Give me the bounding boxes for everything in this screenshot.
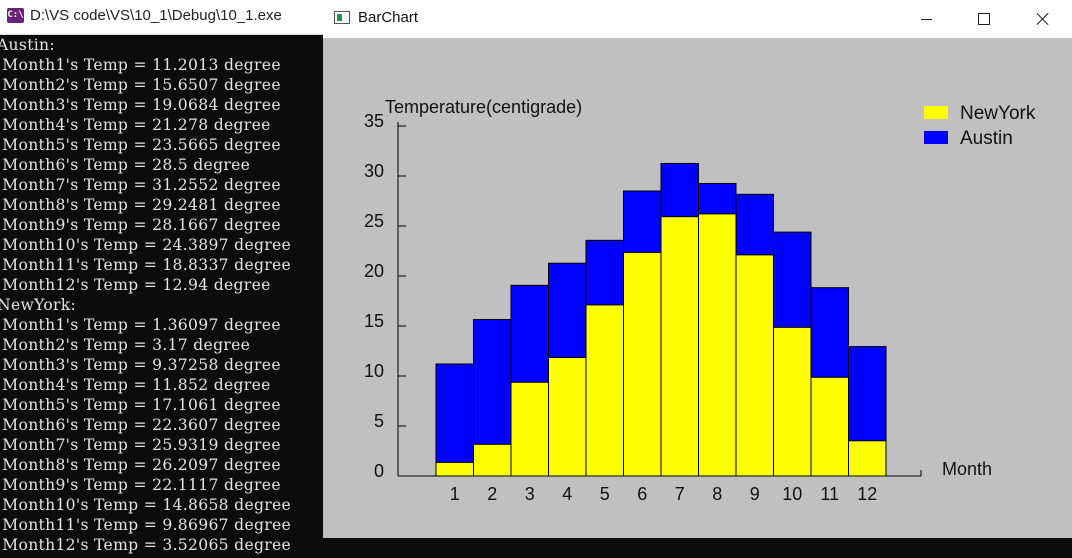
- x-tick-label: 10: [782, 484, 802, 504]
- bar-newyork-9: [735, 254, 774, 477]
- console-line: Month7's Temp = 31.2552 degree: [0, 176, 281, 194]
- console-output: Austin: Month1's Temp = 11.2013 degree M…: [0, 35, 291, 555]
- console-line: Month1's Temp = 11.2013 degree: [0, 56, 281, 74]
- x-tick-label: 4: [562, 484, 572, 504]
- console-titlebar[interactable]: C:\ D:\VS code\VS\10_1\Debug\10_1.exe: [0, 0, 323, 35]
- console-line: Month10's Temp = 24.3897 degree: [0, 236, 292, 254]
- x-tick-label: 5: [600, 484, 610, 504]
- console-line: Month11's Temp = 9.86967 degree: [0, 516, 292, 534]
- bar-newyork-1: [435, 461, 474, 477]
- bar-newyork-3: [510, 381, 549, 477]
- legend-swatch-austin: [924, 131, 948, 144]
- y-tick-label: 25: [364, 211, 384, 231]
- console-line: Month2's Temp = 15.6507 degree: [0, 76, 281, 94]
- x-tick-label: 11: [820, 484, 839, 504]
- close-icon: [1036, 12, 1050, 26]
- bar-newyork-2: [473, 443, 512, 477]
- x-tick-label: 9: [750, 484, 760, 504]
- console-line: Month6's Temp = 22.3607 degree: [0, 416, 281, 434]
- console-line: Month5's Temp = 23.5665 degree: [0, 136, 281, 154]
- bar-austin-1: [435, 363, 474, 477]
- bar-newyork-6: [623, 251, 662, 477]
- bar-newyork-11: [810, 376, 849, 477]
- console-line: Month11's Temp = 18.8337 degree: [0, 256, 292, 274]
- window-title: BarChart: [358, 9, 419, 26]
- y-tick-label: 15: [364, 311, 384, 331]
- y-tick-label: 0: [374, 461, 384, 481]
- x-tick-label: 1: [450, 484, 460, 504]
- maximize-button[interactable]: [955, 0, 1013, 38]
- y-tick-label: 35: [364, 111, 384, 131]
- bar-newyork-4: [548, 356, 587, 477]
- x-tick-label: 2: [487, 484, 497, 504]
- console-line: Month12's Temp = 3.52065 degree: [0, 536, 292, 554]
- barchart-window: 0 5 10 15 20 25 30 35 1 2 3 4 5 6 7 8 9 10 11 12 Temperature…: [323, 0, 1072, 538]
- maximize-icon: [978, 13, 990, 25]
- legend-label-austin: Austin: [960, 128, 1013, 149]
- legend-label-newyork: NewYork: [960, 103, 1036, 124]
- x-axis-label: Month: [942, 459, 992, 479]
- console-line: NewYork:: [0, 296, 77, 314]
- x-tick-label: 8: [712, 484, 722, 504]
- console-title: D:\VS code\VS\10_1\Debug\10_1.exe: [30, 7, 282, 24]
- console-line: Month5's Temp = 17.1061 degree: [0, 396, 281, 414]
- console-line: Month1's Temp = 1.36097 degree: [0, 316, 281, 334]
- console-line: Month3's Temp = 19.0684 degree: [0, 96, 281, 114]
- console-window: C:\ D:\VS code\VS\10_1\Debug\10_1.exe Au…: [0, 0, 323, 558]
- console-line: Month9's Temp = 22.1117 degree: [0, 476, 281, 494]
- minimize-button[interactable]: [897, 0, 955, 38]
- console-line: Month12's Temp = 12.94 degree: [0, 276, 271, 294]
- y-axis-label: Temperature(centigrade): [385, 97, 582, 117]
- console-line: Month2's Temp = 3.17 degree: [0, 336, 251, 354]
- console-line: Month6's Temp = 28.5 degree: [0, 156, 251, 174]
- x-tick-label: 7: [675, 484, 685, 504]
- bar-newyork-7: [660, 216, 699, 477]
- console-line: Month8's Temp = 26.2097 degree: [0, 456, 281, 474]
- y-tick-label: 5: [374, 411, 384, 431]
- bar-newyork-5: [585, 304, 624, 477]
- console-line: Month4's Temp = 21.278 degree: [0, 116, 271, 134]
- x-tick-label: 6: [637, 484, 647, 504]
- console-background-strip: [323, 538, 1072, 558]
- console-line: Month9's Temp = 28.1667 degree: [0, 216, 281, 234]
- console-app-icon: C:\: [7, 8, 24, 23]
- bar-newyork-12: [848, 440, 887, 477]
- console-line: Month4's Temp = 11.852 degree: [0, 376, 271, 394]
- y-tick-label: 20: [364, 261, 384, 281]
- console-line: Austin:: [0, 36, 55, 54]
- x-tick-label: 3: [525, 484, 535, 504]
- y-tick-label: 10: [364, 361, 384, 381]
- window-titlebar[interactable]: BarChart: [323, 0, 1072, 38]
- console-line: Month3's Temp = 9.37258 degree: [0, 356, 281, 374]
- console-line: Month10's Temp = 14.8658 degree: [0, 496, 292, 514]
- console-line: Month8's Temp = 29.2481 degree: [0, 196, 281, 214]
- close-button[interactable]: [1014, 0, 1072, 38]
- x-tick-label: 12: [857, 484, 877, 504]
- bar-newyork-8: [698, 213, 737, 477]
- minimize-icon: [920, 18, 932, 20]
- console-line: Month7's Temp = 25.9319 degree: [0, 436, 281, 454]
- window-app-icon: [334, 11, 350, 24]
- bar-newyork-10: [773, 326, 812, 477]
- y-tick-label: 30: [364, 161, 384, 181]
- legend-swatch-newyork: [924, 106, 948, 119]
